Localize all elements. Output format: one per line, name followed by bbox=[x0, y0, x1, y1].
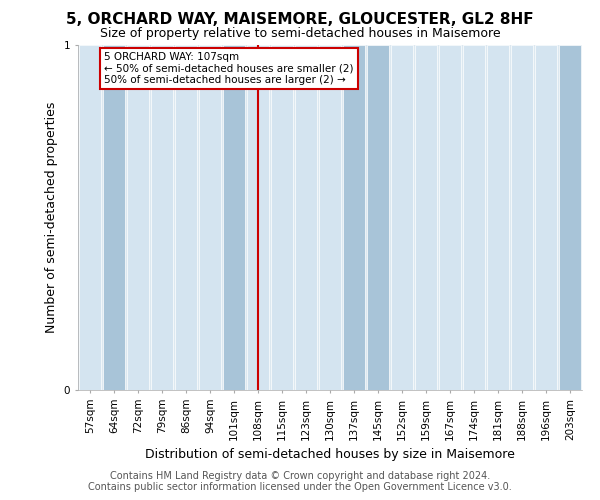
Bar bbox=[463, 45, 485, 390]
Bar bbox=[319, 45, 341, 390]
Bar bbox=[295, 45, 317, 390]
Bar bbox=[391, 45, 413, 390]
Text: 5, ORCHARD WAY, MAISEMORE, GLOUCESTER, GL2 8HF: 5, ORCHARD WAY, MAISEMORE, GLOUCESTER, G… bbox=[66, 12, 534, 28]
Text: Contains HM Land Registry data © Crown copyright and database right 2024.
Contai: Contains HM Land Registry data © Crown c… bbox=[88, 471, 512, 492]
Bar bbox=[175, 45, 197, 390]
Text: 5 ORCHARD WAY: 107sqm
← 50% of semi-detached houses are smaller (2)
50% of semi-: 5 ORCHARD WAY: 107sqm ← 50% of semi-deta… bbox=[104, 52, 354, 85]
Bar bbox=[151, 45, 173, 390]
Bar bbox=[535, 45, 557, 390]
Bar bbox=[343, 45, 365, 390]
Bar bbox=[415, 45, 437, 390]
Bar bbox=[487, 45, 509, 390]
Bar bbox=[199, 45, 221, 390]
Bar bbox=[247, 45, 269, 390]
Bar bbox=[79, 45, 101, 390]
Bar bbox=[367, 45, 389, 390]
Bar bbox=[271, 45, 293, 390]
Bar bbox=[127, 45, 149, 390]
Bar bbox=[511, 45, 533, 390]
Bar bbox=[223, 45, 245, 390]
Bar bbox=[439, 45, 461, 390]
X-axis label: Distribution of semi-detached houses by size in Maisemore: Distribution of semi-detached houses by … bbox=[145, 448, 515, 461]
Bar bbox=[559, 45, 581, 390]
Text: Size of property relative to semi-detached houses in Maisemore: Size of property relative to semi-detach… bbox=[100, 28, 500, 40]
Bar bbox=[103, 45, 125, 390]
Y-axis label: Number of semi-detached properties: Number of semi-detached properties bbox=[45, 102, 58, 333]
